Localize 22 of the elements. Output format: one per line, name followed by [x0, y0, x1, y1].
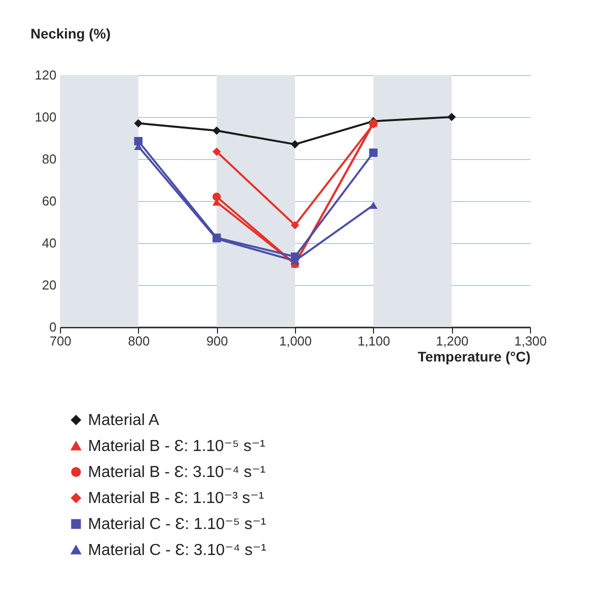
x-tick-label: 1,200	[436, 334, 468, 348]
x-tick-label: 1,300	[514, 334, 547, 348]
y-tick-label: 120	[34, 68, 56, 82]
x-tick-label: 1,000	[279, 334, 312, 348]
y-tick-label: 0	[49, 320, 56, 334]
y-tick-label: 100	[34, 110, 56, 124]
y-tick-label: 80	[42, 152, 56, 166]
legend-label: Material C - Ɛ: 1.10⁻⁵ s⁻¹	[88, 516, 266, 533]
x-axis-title: Temperature (°C)	[418, 348, 530, 364]
y-tick-label: 60	[42, 194, 56, 208]
legend-label: Material B - Ɛ: 3.10⁻⁴ s⁻¹	[88, 464, 266, 481]
legend-label: Material B - Ɛ: 1.10⁻⁵ s⁻¹	[88, 438, 266, 455]
x-tick-label: 1,100	[358, 334, 390, 348]
legend-label: Material B - Ɛ: 1.10⁻³ s⁻¹	[88, 490, 264, 507]
y-tick-label: 40	[42, 236, 56, 250]
x-tick-label: 800	[128, 334, 150, 348]
x-tick-label: 900	[206, 334, 228, 348]
legend-label: Material C - Ɛ: 3.10⁻⁴ s⁻¹	[88, 542, 266, 559]
y-tick-label: 20	[42, 278, 56, 292]
y-axis-title: Necking (%)	[30, 26, 111, 42]
legend-label: Material A	[88, 412, 160, 429]
x-tick-label: 700	[50, 334, 72, 348]
